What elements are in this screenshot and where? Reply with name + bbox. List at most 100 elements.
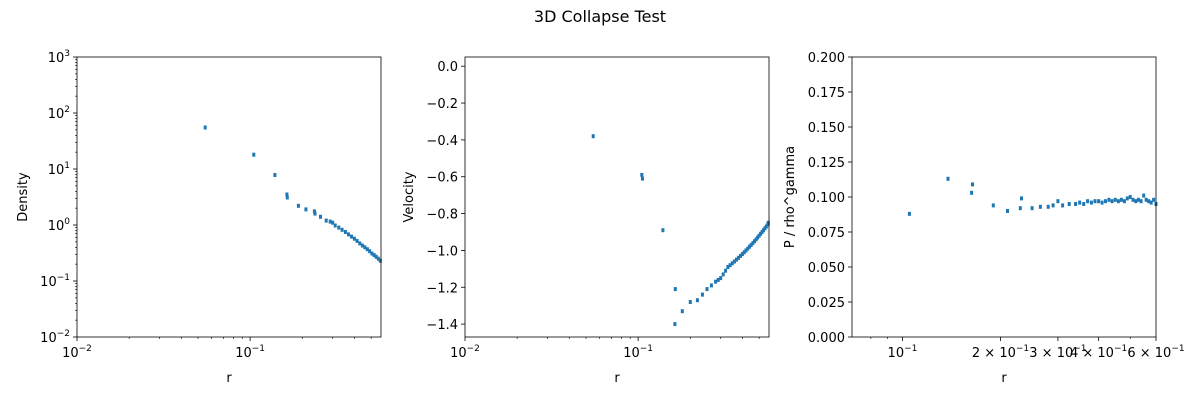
- data-point: [1093, 199, 1097, 204]
- data-point: [1018, 206, 1022, 211]
- x-tick-label: 10−1: [235, 344, 265, 361]
- data-point: [991, 203, 995, 208]
- data-point: [1082, 202, 1086, 206]
- data-point: [203, 125, 207, 130]
- axes-frame: [851, 56, 1157, 338]
- y-tick-label: 100: [48, 217, 71, 234]
- x-tick-label: 10−1: [623, 344, 653, 361]
- x-tick-label: 3 × 10−1: [1029, 344, 1086, 361]
- data-point: [363, 245, 367, 250]
- y-tick-label: 0.000: [808, 331, 845, 346]
- data-point: [1152, 197, 1156, 202]
- data-point: [1136, 197, 1140, 202]
- data-point: [352, 236, 356, 241]
- data-point: [721, 272, 725, 277]
- data-point: [688, 300, 692, 304]
- data-point: [1116, 199, 1120, 204]
- data-point: [1086, 199, 1090, 204]
- data-point: [673, 322, 677, 327]
- data-point: [661, 228, 665, 233]
- data-point: [1128, 195, 1132, 199]
- x-axis-label: r: [614, 371, 620, 386]
- y-tick-label: 0.050: [808, 261, 845, 276]
- x-axis-label: r: [1001, 371, 1007, 386]
- data-point: [1122, 199, 1126, 204]
- y-tick-label: 0.200: [808, 51, 845, 66]
- data-point: [680, 309, 684, 314]
- data-point: [1142, 193, 1146, 198]
- data-point: [705, 287, 709, 292]
- figure-title: 3D Collapse Test: [534, 7, 666, 26]
- data-point: [304, 207, 308, 212]
- y-tick-label: −1.2: [426, 281, 458, 296]
- data-point: [1131, 197, 1135, 202]
- data-point: [343, 230, 347, 234]
- x-axis-ticks: 10−2 10−1: [62, 337, 265, 361]
- data-point: [728, 263, 732, 268]
- data-point: [700, 292, 704, 297]
- data-point: [331, 220, 335, 225]
- y-tick-label: −0.2: [426, 97, 458, 112]
- y-tick-label: 101: [48, 161, 70, 178]
- subplot-1: 10−2 10−1 10−2 10−1 100 101 102 103 r Density: [16, 49, 382, 386]
- y-axis-ticks: 0.000 0.025 0.050 0.075 0.100 0.125 0.150 0.175…: [808, 51, 852, 346]
- data-point: [751, 241, 755, 246]
- x-tick-label: 2 × 10−1: [972, 344, 1029, 361]
- data-point: [1110, 199, 1114, 204]
- data-point: [370, 251, 374, 256]
- x-minor-ticks: [870, 337, 1131, 339]
- y-tick-label: −1.0: [426, 244, 458, 259]
- data-point: [946, 176, 950, 181]
- x-axis-ticks: 10−2 10−1: [450, 337, 653, 361]
- data-point: [355, 238, 359, 243]
- data-point: [1125, 196, 1129, 201]
- data-point: [748, 244, 751, 249]
- subplots: 10−2 10−110−210−1100101102103rDensity10−2…: [16, 49, 1185, 386]
- data-point: [1046, 204, 1050, 209]
- data-point: [744, 248, 748, 253]
- data-point: [1100, 200, 1104, 205]
- data-point: [730, 261, 734, 266]
- data-point: [591, 134, 595, 139]
- data-point: [1020, 196, 1023, 201]
- data-point: [1134, 199, 1138, 204]
- subplot-3: 10−1 2 × 10−1 3 × 10−14 × 10−1 6 × 10−1 0.00…: [783, 51, 1185, 386]
- data-point: [907, 211, 911, 216]
- data-point: [376, 256, 380, 261]
- y-axis-label: P / rho^gamma: [783, 146, 798, 248]
- data-point: [1067, 202, 1071, 206]
- data-point: [970, 190, 974, 195]
- y-tick-label: 103: [48, 49, 70, 66]
- y-tick-label: 0.150: [808, 121, 845, 136]
- data-point: [753, 239, 756, 244]
- scatter-points: [203, 125, 382, 263]
- data-point: [1139, 199, 1143, 204]
- data-point: [1104, 199, 1107, 204]
- y-tick-label: 10−2: [40, 329, 70, 346]
- data-point: [709, 283, 713, 288]
- y-axis-label: Density: [16, 172, 31, 222]
- data-point: [313, 211, 317, 216]
- data-point: [1006, 209, 1009, 213]
- y-axis-ticks: 0.0 −0.2 −0.4 −0.6 −0.8 −1.0 −1.2 −1.4: [426, 60, 465, 333]
- data-point: [252, 152, 256, 157]
- data-point: [1061, 203, 1065, 208]
- data-point: [285, 195, 289, 200]
- data-point: [285, 192, 289, 197]
- data-point: [324, 218, 328, 223]
- data-point: [695, 298, 699, 303]
- data-point: [1074, 202, 1078, 206]
- data-point: [742, 250, 746, 255]
- data-point: [368, 249, 372, 254]
- x-axis-ticks: 10−1 2 × 10−1 3 × 10−14 × 10−1 6 × 10−1: [888, 337, 1185, 361]
- y-tick-label: −1.4: [426, 318, 458, 333]
- scatter-points: [907, 176, 1158, 216]
- data-point: [358, 241, 362, 246]
- data-point: [347, 232, 350, 237]
- y-tick-label: 0.075: [808, 226, 845, 241]
- data-point: [1119, 197, 1123, 202]
- data-point: [328, 219, 332, 224]
- y-tick-label: 10−1: [40, 273, 70, 290]
- data-point: [1030, 206, 1034, 211]
- data-point: [1144, 197, 1148, 202]
